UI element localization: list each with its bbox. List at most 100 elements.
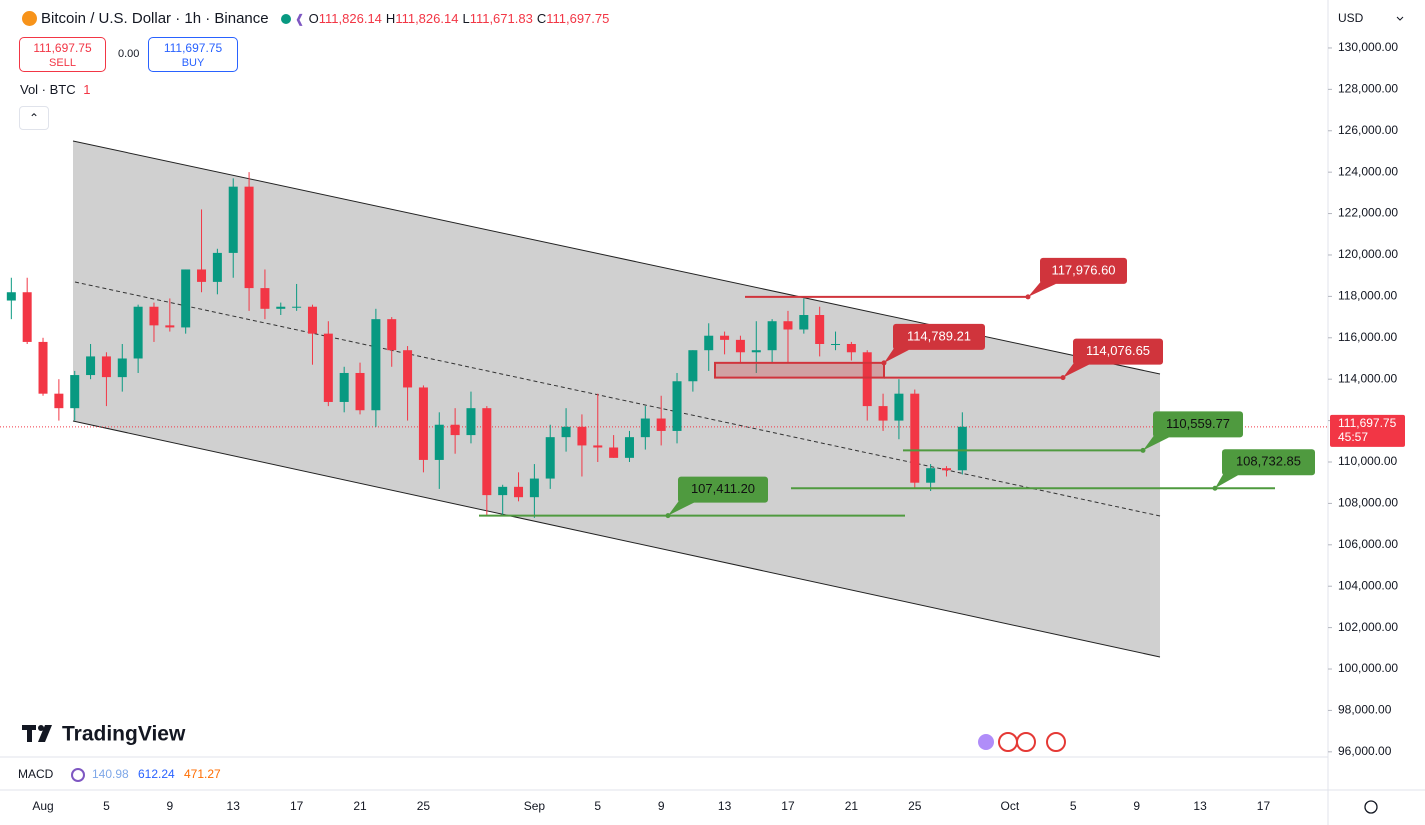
indicator-value: 471.27 [184,767,221,781]
x-tick-label: 21 [353,799,367,813]
y-tick-label: 130,000.00 [1338,40,1398,54]
ohlc-key: L [462,11,470,26]
candle-body [656,418,666,431]
candle-body [228,186,238,253]
candle-body [54,393,64,409]
candle-body [101,356,111,378]
ohlc-key: C [536,11,547,26]
collapse-button[interactable]: ⌃ [19,106,49,130]
sell-label: SELL [49,57,76,69]
candle-body [466,408,476,436]
candle-body [688,350,698,382]
ohlc-key: O [308,11,319,26]
x-tick-label: 5 [594,799,601,813]
candle-body [529,478,539,498]
candle-body [260,288,270,309]
candle-body [22,292,32,342]
indicator-value: 612.24 [138,767,175,781]
candle-body [799,315,809,330]
y-tick-label: 124,000.00 [1338,164,1398,178]
callout-label: 107,411.20 [691,481,755,496]
channel-mid [74,281,1161,517]
y-tick-label: 104,000.00 [1338,578,1398,592]
candle-body [783,321,793,330]
candle-body [609,447,619,458]
candle-body [910,393,920,483]
candle-body [862,352,872,407]
candle-body [276,306,286,309]
y-tick-label: 120,000.00 [1338,247,1398,261]
buy-button[interactable]: 111,697.75 BUY [148,37,238,72]
candle-body [941,468,951,471]
candle-body [387,319,397,351]
buy-price: 111,697.75 [163,41,223,55]
candle-body [735,339,745,353]
candle-body [577,426,587,446]
y-tick-label: 122,000.00 [1338,206,1398,220]
x-tick-label: Aug [32,799,53,813]
ohlc: O111,826.14 H111,826.14 L111,671.83 C111,69… [309,11,610,26]
callout-box [1073,338,1163,365]
callout-label: 114,076.65 [1086,343,1150,358]
settings-icon[interactable] [1364,800,1378,814]
x-tick-label: 17 [1257,799,1271,813]
candle-body [133,306,143,359]
replay-icon[interactable]: ❰ [294,11,305,26]
callout-box [678,476,768,503]
candle-body [767,321,777,351]
currency[interactable]: USD [1338,11,1364,25]
y-tick-label: 96,000.00 [1338,744,1392,758]
x-tick-label: 5 [103,799,110,813]
candle-body [624,437,634,458]
candle-body [514,486,524,498]
callout-box [1040,257,1127,284]
last-price-box [1330,414,1405,447]
symbol-title[interactable]: Bitcoin / U.S. Dollar · 1h · Binance [41,10,269,27]
candle-body [307,306,317,334]
x-tick-label: 25 [908,799,922,813]
callout-anchor [1140,447,1146,453]
callout-anchor [881,360,887,366]
x-tick-label: 13 [227,799,241,813]
y-tick-label: 126,000.00 [1338,123,1398,137]
callout-anchor [1060,375,1066,381]
currency-chevron[interactable] [1396,16,1404,21]
buy-label: BUY [181,57,205,69]
y-tick-label: 118,000.00 [1338,289,1397,303]
candle-body [720,335,730,340]
x-tick-label: Oct [1001,799,1020,813]
candle-body [70,375,80,409]
event-icons [978,732,1066,752]
indicator-icon [71,768,85,782]
y-tick-label: 106,000.00 [1338,537,1398,551]
y-tick-label: 110,000.00 [1338,454,1397,468]
ohlc-value: 111,671.83 [469,11,533,26]
callout-box [1153,411,1243,438]
candle-body [672,381,682,431]
x-tick-label: 13 [718,799,732,813]
candle-body [197,269,207,282]
volume-name: Vol · BTC [20,82,76,97]
callout-anchor [1212,485,1218,491]
volume-value: 1 [83,82,91,97]
candle-body [6,292,16,301]
candle-body [149,306,159,326]
candle-body [165,325,175,328]
x-tick-label: 9 [1133,799,1140,813]
tv-logo-mark [22,725,52,742]
candle-body [957,426,967,471]
y-tick-label: 98,000.00 [1338,703,1392,717]
candle-body [878,406,888,421]
logo-text: TradingView [62,723,186,746]
candle-body [418,387,428,460]
callout-label: 110,559.77 [1166,416,1230,431]
status-dot [280,13,291,24]
callout-box [893,323,985,350]
indicator-name: MACD [18,767,54,781]
spread: 0.00 [118,48,140,60]
candle-body [894,393,904,421]
sell-button[interactable]: 111,697.75 SELL [19,37,106,72]
symbol-header: Bitcoin / U.S. Dollar · 1h · Binance ❰ O… [22,10,609,27]
callout-box [1222,449,1315,476]
